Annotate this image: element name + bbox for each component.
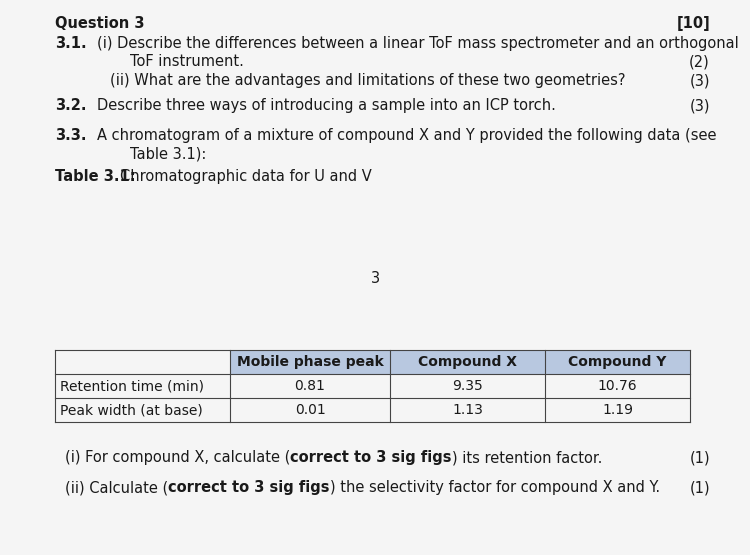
Text: (3): (3) — [689, 73, 710, 88]
Text: 3: 3 — [370, 271, 380, 286]
Text: Mobile phase peak: Mobile phase peak — [237, 355, 383, 369]
Text: (2): (2) — [689, 54, 710, 69]
Text: (ii) What are the advantages and limitations of these two geometries?: (ii) What are the advantages and limitat… — [110, 73, 626, 88]
FancyBboxPatch shape — [230, 350, 690, 374]
Text: (3): (3) — [689, 98, 710, 113]
Text: 3.2.: 3.2. — [55, 98, 86, 113]
Text: ) the selectivity factor for compound X and Y.: ) the selectivity factor for compound X … — [330, 480, 660, 495]
Text: Describe three ways of introducing a sample into an ICP torch.: Describe three ways of introducing a sam… — [97, 98, 556, 113]
Text: 0.81: 0.81 — [295, 379, 326, 393]
Text: (i) For compound X, calculate (: (i) For compound X, calculate ( — [65, 450, 290, 465]
Text: Table 3.1:: Table 3.1: — [55, 169, 136, 184]
Text: Peak width (at base): Peak width (at base) — [60, 403, 202, 417]
Text: 3.3.: 3.3. — [55, 128, 86, 143]
Text: Compound Y: Compound Y — [568, 355, 667, 369]
Text: correct to 3 sig figs: correct to 3 sig figs — [168, 480, 330, 495]
Text: 1.19: 1.19 — [602, 403, 633, 417]
Text: 10.76: 10.76 — [598, 379, 638, 393]
Text: correct to 3 sig figs: correct to 3 sig figs — [290, 450, 452, 465]
Text: Question 3: Question 3 — [55, 16, 145, 31]
Text: (1): (1) — [689, 450, 710, 465]
Text: [10]: [10] — [676, 16, 710, 31]
Text: Compound X: Compound X — [418, 355, 517, 369]
Text: A chromatogram of a mixture of compound X and Y provided the following data (see: A chromatogram of a mixture of compound … — [97, 128, 716, 143]
Text: 1.13: 1.13 — [452, 403, 483, 417]
Text: Table 3.1):: Table 3.1): — [130, 146, 206, 161]
Text: (i) Describe the differences between a linear ToF mass spectrometer and an ortho: (i) Describe the differences between a l… — [97, 36, 739, 51]
Text: 3.1.: 3.1. — [55, 36, 86, 51]
Text: (ii) Calculate (: (ii) Calculate ( — [65, 480, 168, 495]
Text: 9.35: 9.35 — [452, 379, 483, 393]
Text: ToF instrument.: ToF instrument. — [130, 54, 244, 69]
Text: Retention time (min): Retention time (min) — [60, 379, 204, 393]
Text: (1): (1) — [689, 480, 710, 495]
Text: ) its retention factor.: ) its retention factor. — [452, 450, 602, 465]
Text: Chromatographic data for U and V: Chromatographic data for U and V — [120, 169, 372, 184]
Text: 0.01: 0.01 — [295, 403, 326, 417]
